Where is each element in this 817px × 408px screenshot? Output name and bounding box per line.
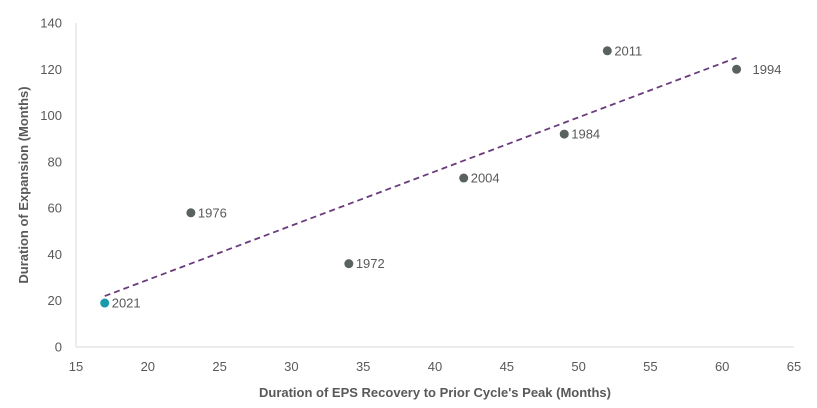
x-tick-label: 30 [284, 359, 298, 374]
y-tick-label: 120 [40, 62, 62, 77]
data-label-1984: 1984 [571, 127, 600, 142]
data-point-2021 [100, 298, 110, 308]
y-tick-label: 40 [48, 247, 62, 262]
y-tick-label: 60 [48, 201, 62, 216]
data-point-1984 [559, 129, 569, 139]
x-tick-label: 25 [212, 359, 226, 374]
trendline [104, 56, 737, 297]
data-point-2011 [602, 46, 612, 56]
y-tick-label: 100 [40, 108, 62, 123]
x-tick-label: 15 [69, 359, 83, 374]
y-tick-label: 140 [40, 16, 62, 31]
y-axis-title: Duration of Expansion (Months) [16, 86, 31, 283]
x-tick-label: 45 [500, 359, 514, 374]
data-label-2021: 2021 [112, 296, 141, 311]
x-axis-title: Duration of EPS Recovery to Prior Cycle'… [259, 385, 611, 400]
x-tick-label: 60 [715, 359, 729, 374]
x-tick-label: 50 [571, 359, 585, 374]
x-tick-label: 40 [428, 359, 442, 374]
data-label-1972: 1972 [356, 256, 385, 271]
data-label-2011: 2011 [614, 43, 642, 58]
y-tick-label: 80 [48, 154, 62, 169]
data-point-1994 [732, 64, 742, 74]
x-tick-label: 35 [356, 359, 370, 374]
x-tick-label: 65 [787, 359, 801, 374]
data-point-1976 [186, 208, 196, 218]
data-point-1972 [344, 259, 354, 269]
y-tick-label: 20 [48, 293, 62, 308]
data-label-1976: 1976 [198, 205, 227, 220]
x-tick-label: 20 [141, 359, 155, 374]
data-label-1994: 1994 [753, 62, 782, 77]
y-tick-label: 0 [55, 340, 62, 355]
data-label-2004: 2004 [471, 171, 500, 186]
data-point-2004 [459, 173, 469, 183]
x-tick-label: 55 [643, 359, 657, 374]
